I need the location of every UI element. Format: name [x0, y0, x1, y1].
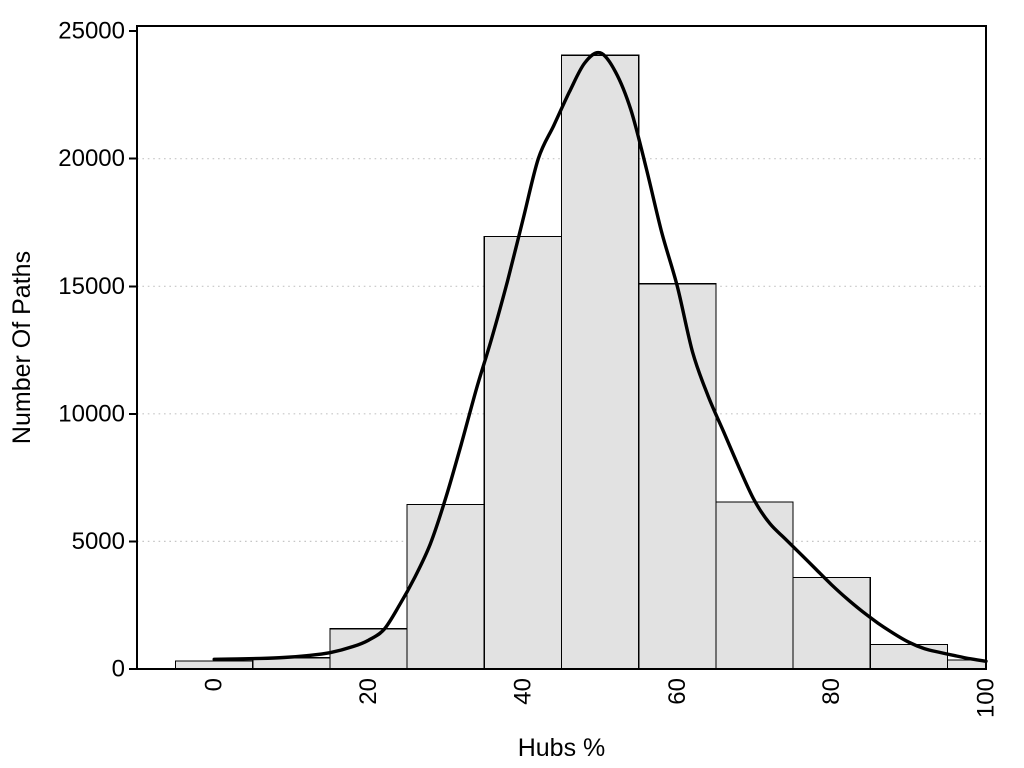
histogram-bar-0: [175, 660, 254, 670]
density-curve: [212, 50, 988, 663]
x-axis-title: Hubs %: [518, 734, 606, 762]
histogram-bar-60: [638, 283, 717, 670]
x-axis-tick-labels: 0 20 40 60 80 100: [201, 678, 1000, 718]
y-tick-label-25000: 25000: [58, 18, 125, 45]
x-tick-label-20: 20: [355, 678, 382, 705]
y-tick-label-5000: 5000: [72, 528, 125, 555]
histogram-bar-70: [715, 501, 794, 670]
histogram-bars: [175, 54, 987, 670]
y-axis-ticks: [129, 30, 137, 670]
y-tick-label-0: 0: [112, 656, 125, 683]
histogram-bar-50: [560, 54, 640, 670]
y-tick-label-10000: 10000: [58, 400, 125, 427]
histogram-bar-30: [406, 503, 485, 670]
y-tick-label-15000: 15000: [58, 273, 125, 300]
y-tick-label-20000: 20000: [58, 145, 125, 172]
histogram-bar-80: [792, 576, 871, 670]
x-tick-label-100: 100: [973, 678, 1000, 718]
gridlines: [137, 158, 986, 543]
histogram-bar-90: [869, 643, 949, 670]
x-tick-label-60: 60: [664, 678, 691, 705]
y-axis-title: Number Of Paths: [8, 251, 36, 444]
x-tick-label-40: 40: [509, 678, 536, 705]
x-tick-label-80: 80: [818, 678, 845, 705]
y-axis-tick-labels: 0 5000 10000 15000 20000 25000: [58, 18, 125, 683]
histogram-bar-40: [483, 235, 563, 670]
x-tick-label-0: 0: [201, 678, 228, 691]
plot-border: [136, 25, 987, 670]
